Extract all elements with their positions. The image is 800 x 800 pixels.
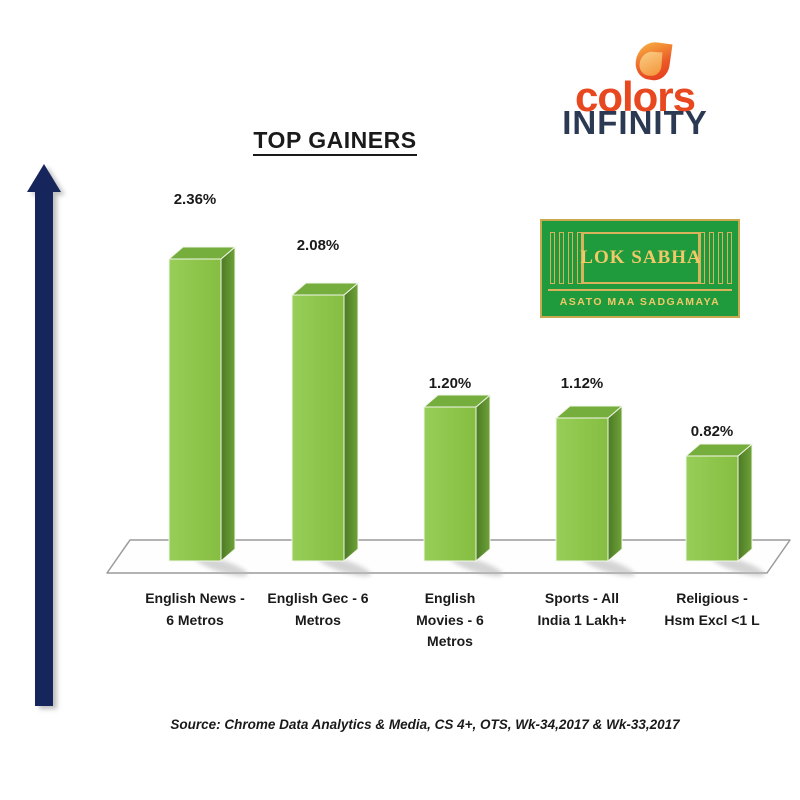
pillars-left-icon <box>550 231 582 284</box>
category-label: English News - 6 Metros <box>145 590 245 628</box>
bar-side-face <box>607 404 623 563</box>
bar-value-label: 1.20% <box>428 375 472 392</box>
bar-front-face <box>423 406 477 562</box>
colors-wordmark: colors <box>574 73 696 120</box>
up-arrow-icon <box>27 164 61 706</box>
bar-value-label: 2.36% <box>173 191 217 208</box>
bar-side-face <box>343 281 359 563</box>
lok-sabha-title: LOK SABHA <box>580 246 702 268</box>
bar-value-label: 1.12% <box>560 375 604 392</box>
bar-side-face <box>475 393 491 563</box>
category-label: Sports - All India 1 Lakh+ <box>537 590 627 628</box>
bar-front-face <box>291 294 345 562</box>
bar-front-face <box>555 417 609 562</box>
bar-value-label: 2.08% <box>296 237 340 254</box>
lok-sabha-emblem: LOK SABHA <box>548 231 732 291</box>
category-label: Religious - Hsm Excl <1 L <box>664 590 760 628</box>
source-note: Source: Chrome Data Analytics & Media, C… <box>170 717 680 732</box>
bars-group <box>167 245 765 577</box>
lok-sabha-motto: ASATO MAA SADGAMAYA <box>559 295 721 308</box>
chart-title-text: TOP GAINERS <box>253 127 417 156</box>
bar-side-face <box>737 442 753 563</box>
bar-side-face <box>220 245 236 563</box>
lok-sabha-frame: LOK SABHA <box>580 231 702 284</box>
colors-infinity-logo: colors INFINITY <box>542 39 728 144</box>
pillars-right-icon <box>700 231 732 284</box>
bar-value-label: 0.82% <box>690 423 734 440</box>
category-label: English Movies - 6 Metros <box>416 590 484 650</box>
bar-front-face <box>685 455 739 562</box>
lok-sabha-logo: LOK SABHA ASATO MAA SADGAMAYA <box>540 219 740 318</box>
bar-front-face <box>168 258 222 562</box>
infinity-wordmark: INFINITY <box>562 104 708 141</box>
chart-title: TOP GAINERS <box>200 127 470 156</box>
category-label: English Gec - 6 Metros <box>267 590 369 628</box>
